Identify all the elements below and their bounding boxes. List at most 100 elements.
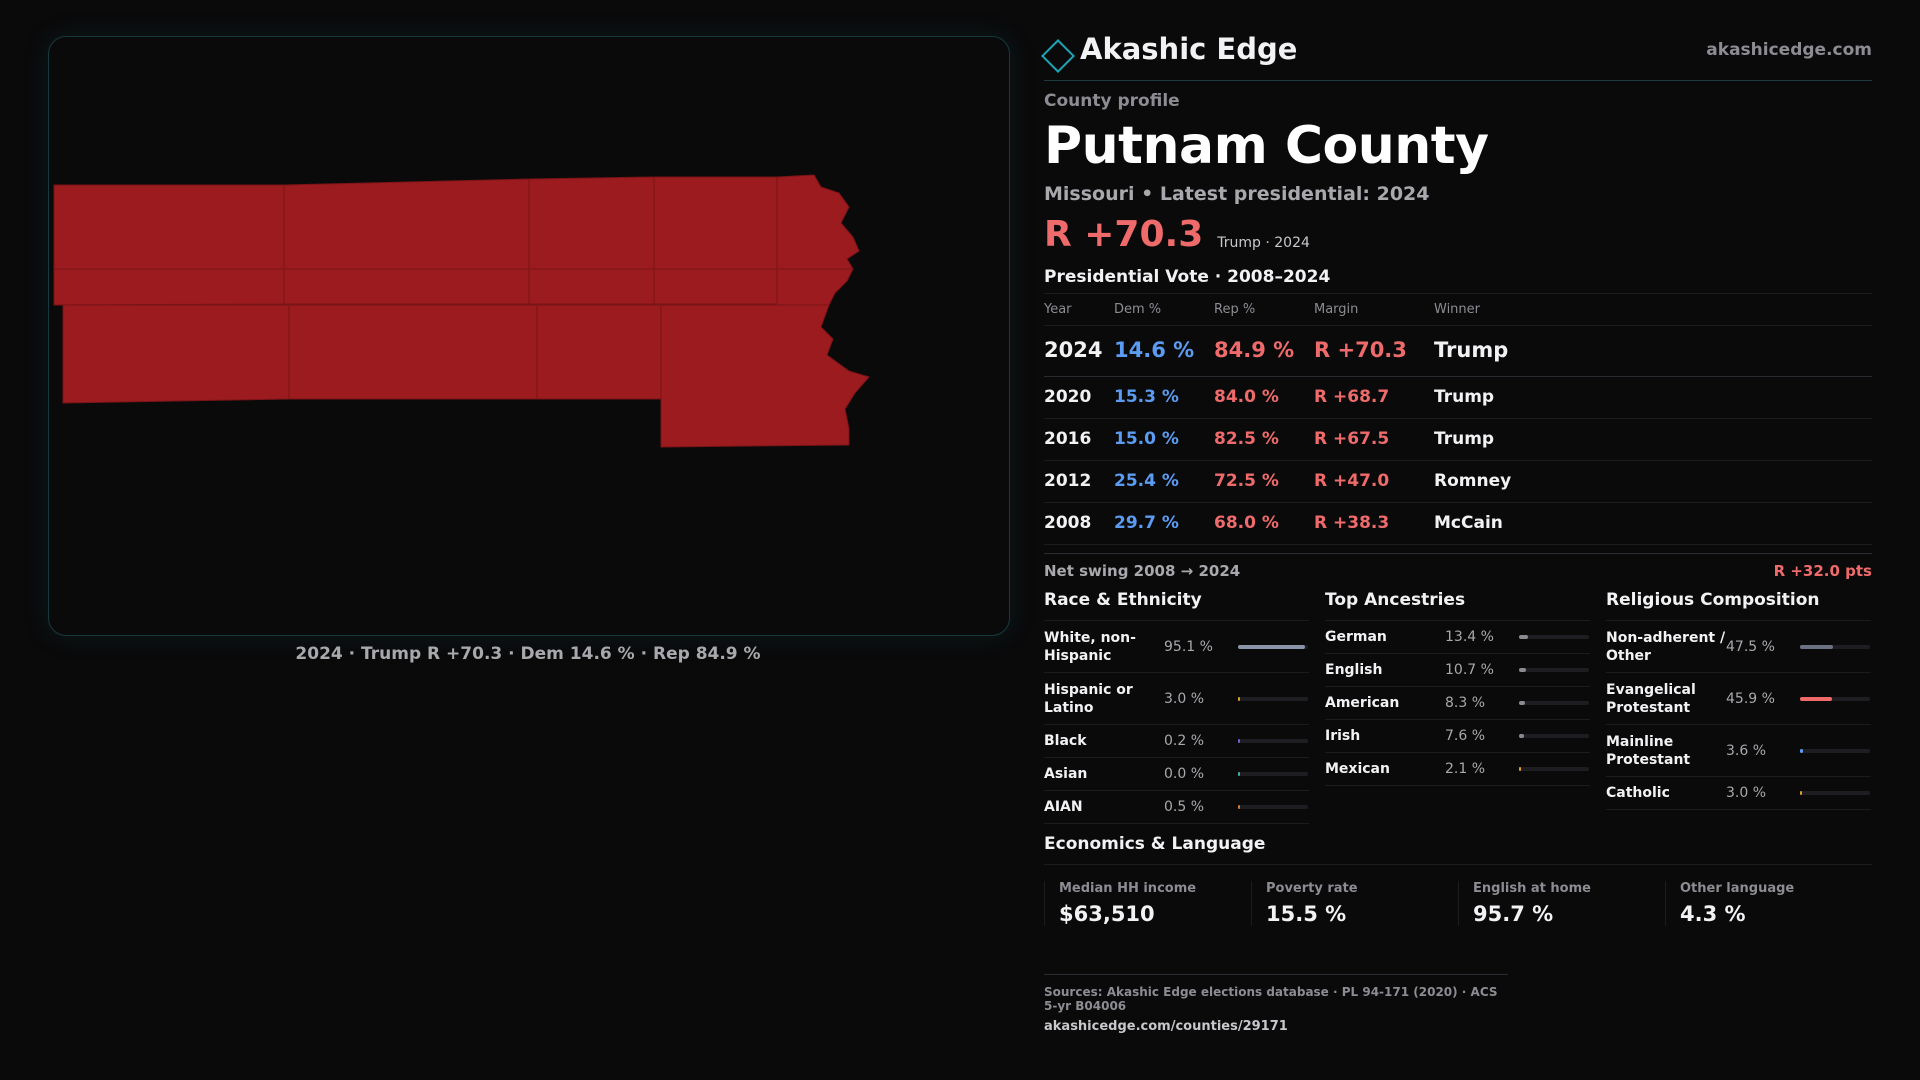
item-bar-track bbox=[1519, 767, 1589, 771]
item-bar-track bbox=[1800, 791, 1870, 795]
net-swing-row: Net swing 2008 → 2024 R +32.0 pts bbox=[1044, 553, 1872, 580]
county-url-link[interactable]: akashicedge.com/counties/29171 bbox=[1044, 1019, 1288, 1034]
col-header-winner: Winner bbox=[1434, 293, 1872, 326]
diamond-outline-icon bbox=[1041, 39, 1075, 73]
rep-pct-cell: 72.5 % bbox=[1214, 460, 1314, 503]
brand-url-link[interactable]: akashicedge.com bbox=[1706, 40, 1872, 60]
race-section-title: Race & Ethnicity bbox=[1044, 590, 1309, 621]
item-percent: 0.0 % bbox=[1164, 766, 1205, 782]
rep-pct-cell: 82.5 % bbox=[1214, 418, 1314, 461]
winner-cell: Romney bbox=[1434, 460, 1872, 503]
race-ethnicity-column: Race & Ethnicity White, non-Hispanic 95.1… bbox=[1044, 590, 1309, 824]
year-cell: 2008 bbox=[1044, 502, 1114, 545]
list-item: German 13.4 % bbox=[1325, 621, 1590, 654]
econ-stat-value: $63,510 bbox=[1059, 902, 1155, 926]
econ-stat-value: 95.7 % bbox=[1473, 902, 1554, 926]
col-header-year: Year bbox=[1044, 293, 1114, 326]
item-percent: 45.9 % bbox=[1726, 690, 1775, 707]
sources-line: Sources: Akashic Edge elections database… bbox=[1044, 985, 1498, 1013]
county-shape[interactable] bbox=[288, 304, 538, 400]
county-shape[interactable] bbox=[53, 184, 285, 270]
ancestry-section-title: Top Ancestries bbox=[1325, 590, 1590, 621]
county-shape[interactable] bbox=[283, 178, 530, 270]
dem-pct-cell: 15.0 % bbox=[1114, 418, 1214, 461]
dem-pct-cell: 25.4 % bbox=[1114, 460, 1214, 503]
item-bar-track bbox=[1238, 805, 1308, 809]
item-bar-fill bbox=[1800, 644, 1834, 649]
econ-stat-label: Poverty rate bbox=[1266, 881, 1358, 896]
econ-stat-label: English at home bbox=[1473, 881, 1591, 896]
county-shape[interactable] bbox=[653, 176, 778, 270]
votes-section-title: Presidential Vote · 2008–2024 bbox=[1044, 267, 1331, 287]
item-bar-fill bbox=[1238, 644, 1305, 649]
list-item: White, non-Hispanic 95.1 % bbox=[1044, 621, 1309, 673]
rep-pct-cell: 68.0 % bbox=[1214, 502, 1314, 545]
econ-stat: Other language 4.3 % bbox=[1665, 881, 1872, 926]
item-percent: 95.1 % bbox=[1164, 638, 1213, 655]
item-label: German bbox=[1325, 629, 1387, 645]
county-subline: Missouri • Latest presidential: 2024 bbox=[1044, 183, 1430, 205]
sources-footer: Sources: Akashic Edge elections database… bbox=[1044, 974, 1508, 1034]
county-shape[interactable] bbox=[528, 268, 655, 305]
year-cell: 2016 bbox=[1044, 418, 1114, 461]
item-bar-track bbox=[1238, 696, 1308, 701]
brand-name[interactable]: Akashic Edge bbox=[1080, 32, 1298, 66]
county-shape[interactable] bbox=[776, 268, 854, 306]
county-shape[interactable] bbox=[653, 268, 778, 305]
margin-cell: R +70.3 bbox=[1314, 325, 1434, 377]
item-bar-track bbox=[1800, 696, 1870, 701]
item-label: White, non-Hispanic bbox=[1044, 629, 1136, 664]
headline-margin: R +70.3 bbox=[1044, 214, 1204, 255]
econ-stat: Poverty rate 15.5 % bbox=[1251, 881, 1458, 926]
county-shape[interactable] bbox=[62, 304, 290, 404]
dem-pct-cell: 14.6 % bbox=[1114, 325, 1214, 377]
winner-cell: Trump bbox=[1434, 325, 1872, 377]
table-row: 2008 29.7 % 68.0 % R +38.3 McCain bbox=[1044, 502, 1872, 545]
item-bar-fill bbox=[1519, 668, 1527, 672]
item-bar-track bbox=[1800, 644, 1870, 649]
table-row: 2016 15.0 % 82.5 % R +67.5 Trump bbox=[1044, 418, 1872, 461]
item-label: English bbox=[1325, 662, 1383, 678]
item-bar-track bbox=[1238, 772, 1308, 776]
item-bar-track bbox=[1519, 635, 1589, 639]
county-shape[interactable] bbox=[660, 304, 870, 448]
county-shape[interactable] bbox=[536, 304, 662, 400]
winner-cell: Trump bbox=[1434, 418, 1872, 461]
county-shape[interactable] bbox=[283, 268, 530, 305]
item-bar-fill bbox=[1519, 701, 1525, 705]
county-shape[interactable] bbox=[528, 176, 655, 270]
item-label: Hispanic or Latino bbox=[1044, 681, 1133, 716]
item-label: AIAN bbox=[1044, 799, 1083, 815]
page-title: Putnam County bbox=[1044, 116, 1489, 176]
list-item: Catholic 3.0 % bbox=[1606, 777, 1871, 810]
item-label: Evangelical Protestant bbox=[1606, 681, 1696, 716]
econ-stat: English at home 95.7 % bbox=[1458, 881, 1665, 926]
econ-stat: Median HH income $63,510 bbox=[1044, 881, 1251, 926]
list-item: American 8.3 % bbox=[1325, 687, 1590, 720]
county-shape[interactable] bbox=[776, 174, 860, 270]
economics-section-title: Economics & Language bbox=[1044, 834, 1872, 865]
list-item: Hispanic or Latino 3.0 % bbox=[1044, 673, 1309, 725]
item-bar-track bbox=[1238, 739, 1308, 743]
profile-panel: Akashic Edge akashicedge.com County prof… bbox=[1041, 30, 1872, 1034]
item-bar-fill bbox=[1519, 635, 1529, 639]
item-bar-fill bbox=[1800, 696, 1833, 701]
net-swing-value: R +32.0 pts bbox=[1773, 562, 1872, 580]
item-bar-fill bbox=[1238, 696, 1241, 701]
list-item: Non-adherent / Other 47.5 % bbox=[1606, 621, 1871, 673]
item-percent: 7.6 % bbox=[1445, 728, 1486, 744]
eyebrow-label: County profile bbox=[1044, 91, 1180, 111]
map-caption: 2024 · Trump R +70.3 · Dem 14.6 % · Rep … bbox=[295, 644, 761, 664]
item-bar-track bbox=[1238, 644, 1308, 649]
headline-margin-row: R +70.3 Trump · 2024 bbox=[1044, 215, 1872, 255]
econ-stat-value: 15.5 % bbox=[1266, 902, 1347, 926]
item-label: Catholic bbox=[1606, 785, 1670, 801]
county-map-panel bbox=[48, 36, 1010, 636]
item-bar-fill bbox=[1800, 791, 1803, 795]
item-label: Irish bbox=[1325, 728, 1361, 744]
net-swing-label: Net swing 2008 → 2024 bbox=[1044, 562, 1241, 580]
rep-pct-cell: 84.0 % bbox=[1214, 376, 1314, 419]
county-shape[interactable] bbox=[53, 268, 285, 306]
item-label: Asian bbox=[1044, 766, 1088, 782]
econ-stat-label: Other language bbox=[1680, 881, 1795, 896]
